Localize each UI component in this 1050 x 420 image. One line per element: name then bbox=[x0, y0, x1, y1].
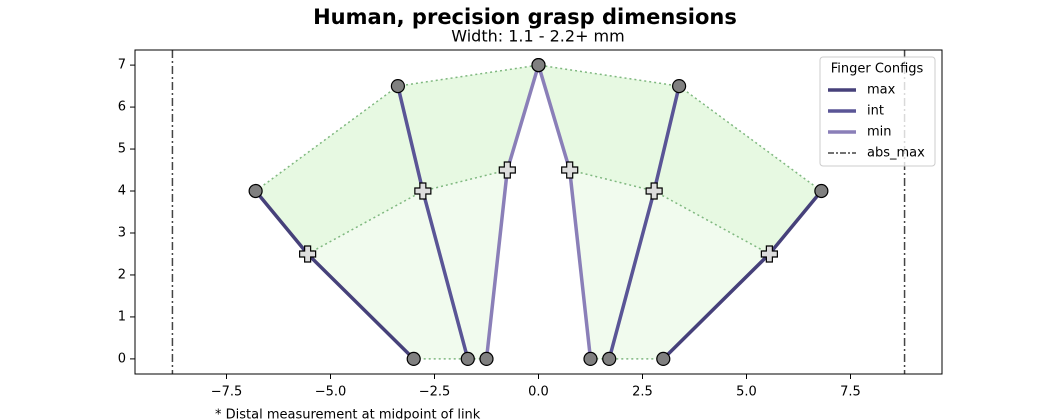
legend-title: Finger Configs bbox=[831, 62, 924, 77]
region bbox=[569, 170, 770, 359]
midpoint-marker bbox=[760, 245, 778, 263]
y-tick-label: 5 bbox=[118, 142, 126, 157]
x-tick-label: −7.5 bbox=[211, 385, 243, 400]
region bbox=[538, 65, 822, 254]
legend: Finger Configs max int min abs_max bbox=[819, 56, 936, 167]
midpoint-marker bbox=[414, 182, 432, 200]
legend-label: max bbox=[867, 83, 896, 98]
joint-marker bbox=[814, 183, 829, 199]
legend-box bbox=[819, 56, 936, 167]
joint-marker bbox=[460, 351, 475, 366]
region bbox=[307, 170, 508, 359]
y-tick-label: 2 bbox=[118, 267, 126, 282]
y-tick-label: 0 bbox=[118, 351, 126, 366]
legend-label: abs_max bbox=[867, 146, 925, 161]
x-tick-label: 2.5 bbox=[632, 385, 653, 400]
y-tick-label: 3 bbox=[118, 225, 126, 240]
region bbox=[255, 65, 539, 254]
joint-marker bbox=[248, 183, 263, 199]
legend-label: int bbox=[867, 104, 884, 119]
chart-title: Human, precision grasp dimensions bbox=[313, 5, 737, 29]
chart-subtitle: Width: 1.1 - 2.2+ mm bbox=[451, 27, 624, 46]
joint-marker bbox=[583, 351, 598, 366]
joint-marker bbox=[479, 351, 494, 366]
midpoint-marker bbox=[645, 182, 663, 200]
y-tick-label: 1 bbox=[118, 309, 126, 324]
joint-marker bbox=[672, 78, 687, 94]
x-tick-label: 0.0 bbox=[528, 385, 549, 400]
plot-frame bbox=[134, 49, 943, 375]
footnote: * Distal measurement at midpoint of link bbox=[215, 408, 481, 420]
joint-marker bbox=[656, 351, 671, 366]
legend-label: min bbox=[867, 125, 892, 140]
x-tick-label: −5.0 bbox=[315, 385, 347, 400]
y-tick-label: 4 bbox=[118, 184, 126, 199]
joint-marker bbox=[390, 78, 405, 94]
joint-marker bbox=[602, 351, 617, 366]
y-tick-label: 7 bbox=[118, 58, 126, 73]
x-tick-label: 5.0 bbox=[736, 385, 757, 400]
joint-marker bbox=[406, 351, 421, 366]
x-tick-label: 7.5 bbox=[840, 385, 861, 400]
joint-marker bbox=[531, 58, 546, 73]
midpoint-marker bbox=[299, 245, 317, 263]
x-tick-label: −2.5 bbox=[419, 385, 451, 400]
midpoint-marker bbox=[561, 161, 579, 179]
midpoint-marker bbox=[498, 161, 516, 179]
y-tick-label: 6 bbox=[118, 100, 126, 115]
